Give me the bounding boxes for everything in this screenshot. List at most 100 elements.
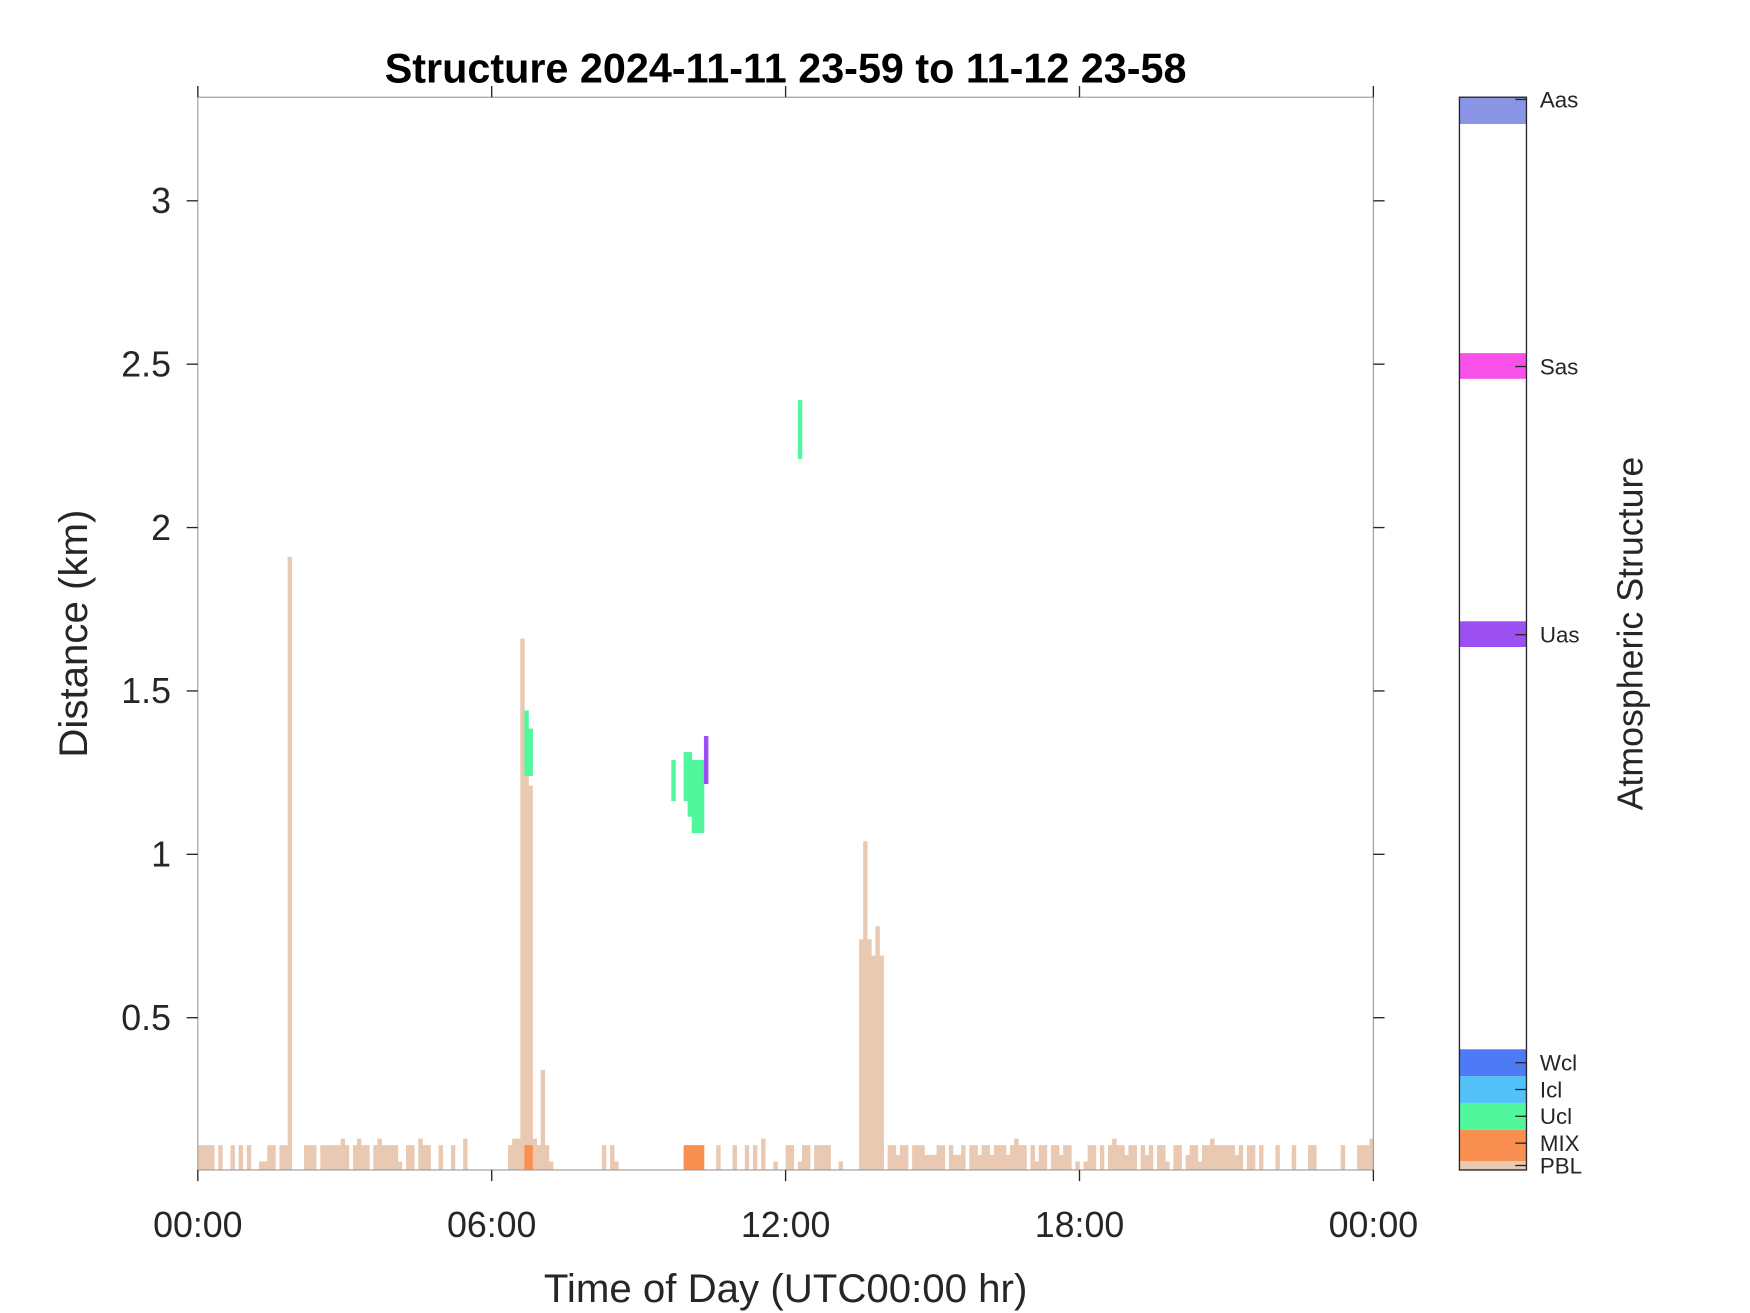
- pbl-bar: [418, 1138, 423, 1170]
- pbl-bar: [985, 1145, 991, 1170]
- pbl-bar: [1369, 1138, 1374, 1170]
- pbl-bar: [1099, 1145, 1105, 1170]
- pbl-bar: [916, 1145, 921, 1170]
- y-tick-label: 3: [151, 181, 171, 221]
- pbl-bar: [385, 1145, 391, 1170]
- ucl-layer: [524, 710, 529, 776]
- pbl-bar: [1308, 1145, 1313, 1170]
- pbl-bar: [279, 1145, 284, 1170]
- pbl-bar: [548, 1161, 554, 1170]
- pbl-bar: [450, 1145, 456, 1170]
- pbl-bar: [397, 1161, 403, 1170]
- pbl-bar: [536, 1145, 542, 1170]
- pbl-bar: [1312, 1145, 1317, 1170]
- pbl-bar: [744, 1145, 750, 1170]
- pbl-bar: [1132, 1145, 1137, 1170]
- pbl-bar: [875, 926, 880, 1170]
- pbl-bar: [544, 1145, 550, 1170]
- pbl-bar: [912, 1145, 917, 1170]
- pbl-bar: [1177, 1145, 1182, 1170]
- pbl-bar: [320, 1145, 325, 1170]
- pbl-bar: [328, 1145, 333, 1170]
- pbl-bar: [246, 1145, 252, 1170]
- pbl-bar: [259, 1161, 264, 1170]
- ucl-layer: [797, 400, 803, 459]
- pbl-bar: [871, 955, 876, 1170]
- pbl-bar: [1218, 1145, 1223, 1170]
- pbl-bar: [1010, 1145, 1015, 1170]
- pbl-bar: [303, 1145, 309, 1170]
- pbl-bar: [422, 1145, 427, 1170]
- pbl-bar: [238, 1145, 244, 1170]
- pbl-bar: [438, 1145, 444, 1170]
- pbl-bar: [936, 1145, 942, 1170]
- y-tick-label: 1: [151, 835, 171, 875]
- pbl-bar: [1144, 1154, 1150, 1170]
- pbl-bar: [1157, 1145, 1162, 1170]
- pbl-bar: [1275, 1145, 1280, 1170]
- pbl-bar: [271, 1145, 276, 1170]
- pbl-bar: [1214, 1145, 1219, 1170]
- pbl-bar: [1014, 1138, 1019, 1170]
- pbl-bar: [1210, 1138, 1215, 1170]
- pbl-bar: [895, 1154, 901, 1170]
- pbl-bar: [867, 939, 872, 1170]
- pbl-bar: [1189, 1145, 1195, 1170]
- y-tick-label: 0.5: [121, 998, 171, 1038]
- pbl-bar: [797, 1161, 803, 1170]
- pbl-bar: [1226, 1145, 1231, 1170]
- pbl-bar: [863, 841, 868, 1170]
- pbl-bar: [993, 1145, 999, 1170]
- pbl-bar: [891, 1145, 897, 1170]
- uas-layer: [703, 736, 709, 785]
- colorbar-title: Atmospheric Structure: [1611, 457, 1651, 811]
- pbl-bar: [218, 1145, 223, 1170]
- pbl-bar: [1022, 1145, 1027, 1170]
- colorbar-label-mix: MIX: [1540, 1131, 1580, 1156]
- pbl-bar: [393, 1145, 399, 1170]
- colorbar-border: [1458, 96, 1528, 1171]
- mix-layer: [683, 1145, 705, 1170]
- data-marks: [197, 400, 1374, 1170]
- pbl-bar: [989, 1154, 995, 1170]
- pbl-bar: [1030, 1145, 1035, 1170]
- pbl-bar: [1059, 1154, 1064, 1170]
- pbl-bar: [389, 1145, 395, 1170]
- pbl-bar: [1291, 1145, 1297, 1170]
- axes-background: [197, 97, 1374, 1170]
- pbl-bar: [981, 1145, 986, 1170]
- pbl-bar: [267, 1145, 272, 1170]
- pbl-bar: [1050, 1145, 1056, 1170]
- pbl-bar: [352, 1145, 358, 1170]
- pbl-bar: [1034, 1161, 1040, 1170]
- pbl-bar: [205, 1145, 211, 1170]
- pbl-bar: [324, 1145, 329, 1170]
- pbl-bar: [961, 1145, 966, 1170]
- pbl-bar: [859, 939, 864, 1170]
- pbl-bar: [1042, 1145, 1048, 1170]
- pbl-bar: [1250, 1145, 1256, 1170]
- ucl-layer: [671, 759, 676, 802]
- x-tick-label: 12:00: [741, 1205, 830, 1245]
- pbl-bar: [528, 785, 533, 1170]
- pbl-bar: [814, 1145, 819, 1170]
- pbl-bar: [1112, 1138, 1117, 1170]
- pbl-bar: [210, 1145, 215, 1170]
- pbl-bar: [524, 775, 529, 1170]
- pbl-bar: [887, 1145, 893, 1170]
- pbl-bar: [716, 1145, 721, 1170]
- pbl-bar: [1246, 1145, 1252, 1170]
- pbl-bar: [230, 1145, 235, 1170]
- y-tick-label: 2.5: [121, 344, 171, 384]
- pbl-bar: [357, 1138, 362, 1170]
- pbl-bar: [879, 955, 884, 1170]
- colorbar-label-uas: Uas: [1540, 623, 1580, 648]
- y-tick-label: 1.5: [121, 671, 171, 711]
- pbl-bar: [973, 1145, 978, 1170]
- colorbar-label-sas: Sas: [1540, 354, 1578, 379]
- x-tick-label: 06:00: [447, 1205, 536, 1245]
- pbl-bar: [1083, 1161, 1088, 1170]
- pbl-bar: [340, 1138, 346, 1170]
- pbl-bar: [512, 1138, 517, 1170]
